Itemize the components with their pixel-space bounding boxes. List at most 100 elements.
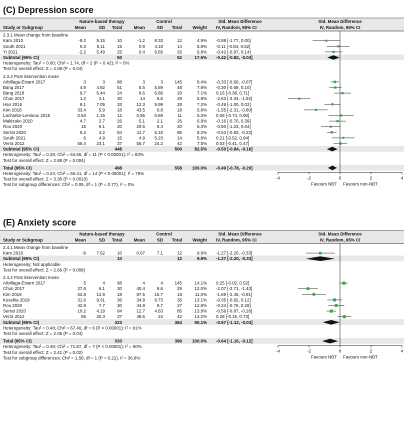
study-c-total: 28 <box>177 102 182 107</box>
col-header-t-total: Total <box>112 25 122 30</box>
study-t-mean: 4.9 <box>80 85 87 90</box>
total-t-total: 333 <box>115 339 123 344</box>
study-point <box>298 97 301 100</box>
subtotal-weight: 90.1% <box>195 320 208 325</box>
study-weight: 8.4% <box>197 79 207 84</box>
study-t-mean: 9.7 <box>80 91 87 96</box>
study-c-sd: 4.18 <box>154 44 163 49</box>
study-t-sd: 5.9 <box>99 107 106 112</box>
study-name: Serrat 2020 <box>3 130 27 135</box>
study-ci: -0.60 [-1.23, 0.04] <box>216 124 251 129</box>
study-ci: 0.28 [-0.16, 0.73] <box>216 314 249 319</box>
subtotal-band <box>0 146 404 152</box>
group-header-treatment: Nature-based therapy <box>79 19 125 24</box>
study-c-total: 18 <box>177 107 182 112</box>
study-c-mean: -1.2 <box>137 38 145 43</box>
study-c-total: 12 <box>177 251 182 256</box>
study-t-total: 24 <box>117 91 122 96</box>
col-header-c-total: Total <box>172 237 182 242</box>
study-name: Kam 2010 <box>3 38 24 43</box>
study-t-sd: 4.82 <box>96 85 105 90</box>
study-c-sd: 7.1 <box>157 251 164 256</box>
total-c-total: 396 <box>175 339 183 344</box>
study-weight: 7.5% <box>197 141 207 146</box>
study-t-total: 37 <box>117 141 122 146</box>
study-point <box>342 315 346 319</box>
study-name: South 2021 <box>3 44 26 49</box>
study-c-mean: 4 <box>143 281 146 286</box>
study-c-mean: 48.6 <box>136 314 145 319</box>
study-weight: 8.2% <box>197 130 207 135</box>
study-c-sd: 24 <box>158 314 163 319</box>
subtotal-c-total: 506 <box>175 147 183 152</box>
study-t-mean: 56.4 <box>77 141 86 146</box>
study-weight: 9.9% <box>197 251 207 256</box>
study-t-sd: 5.49 <box>96 49 105 54</box>
study-c-total: 27 <box>177 303 182 308</box>
study-point <box>342 281 346 285</box>
study-t-total: 30 <box>117 286 122 291</box>
study-c-sd: 6.86 <box>154 91 163 96</box>
study-c-total: 18 <box>177 292 182 297</box>
study-name: Serrat 2020 <box>3 309 27 314</box>
subtotal-ci: -0.57 [-1.12, -0.03] <box>216 320 253 325</box>
study-weight: 13.2% <box>195 314 208 319</box>
study-point <box>331 103 334 106</box>
study-weight: 7.8% <box>197 85 207 90</box>
subtotal-diamond <box>305 256 335 261</box>
x-tick-label: -4 <box>276 175 280 180</box>
study-name: South 2021 <box>3 135 26 140</box>
subtotal-t-total: 448 <box>115 147 123 152</box>
study-t-mean: 3 <box>84 79 87 84</box>
study-c-sd: 8.33 <box>154 38 163 43</box>
study-ci: -0.49 [-1.00, 0.02] <box>216 102 251 107</box>
footer-note: Test for overall effect: Z = 3.30 (P = 0… <box>3 177 88 182</box>
study-point <box>329 309 333 313</box>
study-weight: 4.9% <box>197 38 207 43</box>
study-c-total: 42 <box>177 314 182 319</box>
study-t-sd: 4.2 <box>99 130 106 135</box>
study-t-sd: 2.1 <box>99 96 106 101</box>
total-band <box>0 338 404 344</box>
favours-left-label: Favours NBT <box>311 181 337 186</box>
study-t-sd: 6.1 <box>99 286 106 291</box>
col-header-study: Study or Subgroup <box>3 25 43 30</box>
subgroup-label: 2.3.1 Mean change from baseline <box>3 33 69 38</box>
subtotal-name: Subtotal (95% CI) <box>3 256 40 261</box>
study-c-mean: 4.9 <box>139 135 146 140</box>
footer-note: Test for subgroup differences: Chi² = 1.… <box>3 355 140 360</box>
study-c-total: 26 <box>177 119 182 124</box>
study-t-total: 33 <box>117 102 122 107</box>
x-tick-label: 4 <box>401 175 404 180</box>
study-weight: 12.0% <box>195 286 208 291</box>
col-header-t-sd: SD <box>99 25 105 30</box>
study-weight: 13.9% <box>195 309 208 314</box>
study-name: Han 2016 <box>3 102 23 107</box>
study-point <box>333 80 337 84</box>
study-t-sd: 3 <box>103 79 106 84</box>
study-name: Verra 2012 <box>3 141 25 146</box>
study-t-total: 10 <box>117 38 122 43</box>
study-c-total: 14 <box>177 44 182 49</box>
study-c-sd: 4.63 <box>154 309 163 314</box>
total-t-total: 498 <box>115 165 123 170</box>
col-header-ci: IV, Random, 95% CI <box>216 25 257 30</box>
total-name: Total (95% CI) <box>3 165 32 170</box>
study-weight: 5.8% <box>197 135 207 140</box>
study-c-sd: 5.89 <box>154 85 163 90</box>
plot-header: Std. Mean Difference <box>318 19 362 24</box>
study-ci: -2.07 [-2.71, -1.43] <box>216 286 252 291</box>
study-t-total: 15 <box>117 135 122 140</box>
study-c-mean: 12.7 <box>136 309 145 314</box>
study-t-mean: 31.6 <box>77 297 86 302</box>
plot-header: Std. Mean Difference <box>318 231 362 236</box>
study-weight: 6.8% <box>197 49 207 54</box>
total-weight: 100.0% <box>192 339 207 344</box>
study-t-total: 88 <box>117 281 122 286</box>
study-t-mean: 1.2 <box>80 96 87 101</box>
study-c-mean: 6.5 <box>139 85 146 90</box>
study-c-total: 48 <box>177 85 182 90</box>
study-t-mean: 8.1 <box>80 102 87 107</box>
study-t-total: 37 <box>117 314 122 319</box>
study-t-mean: 5 <box>84 281 87 286</box>
